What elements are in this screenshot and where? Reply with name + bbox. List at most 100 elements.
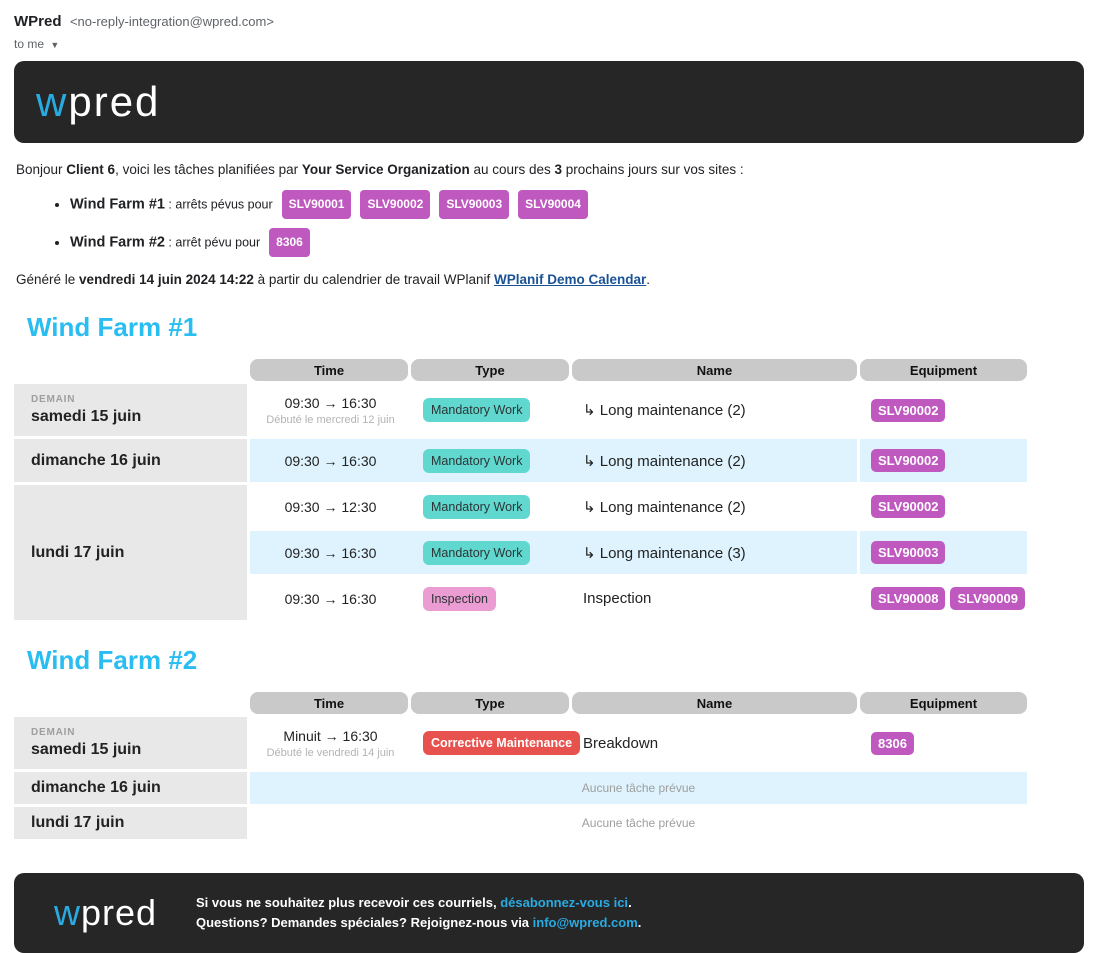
task-row: 09:30 → 16:30 Mandatory Work ↳ Long mainte… — [250, 439, 1027, 482]
equipment-cell: SLV90002 — [860, 384, 1027, 436]
intro-prefix: Bonjour — [16, 162, 67, 177]
type-cell: Mandatory Work — [411, 531, 572, 574]
equipment-badge: SLV90002 — [871, 398, 946, 422]
day-row: dimanche 16 juin 09:30 → 16:30 Mandatory W… — [14, 439, 1027, 482]
no-task-label: Aucune tâche prévue — [250, 772, 1027, 804]
site-summary-item: Wind Farm #1 : arrêts pévus pour SLV90001… — [70, 190, 1098, 219]
date-cell: DEMAIN samedi 15 juin — [14, 717, 247, 769]
site-label: : arrêt pévu pour — [164, 235, 261, 250]
date-cell: dimanche 16 juin — [14, 772, 247, 804]
recipient-row[interactable]: to me ▼ — [14, 37, 1082, 51]
equipment-badge: SLV90002 — [360, 190, 431, 219]
day-date: lundi 17 juin — [31, 814, 125, 831]
task-main-cells: 09:30 → 16:30 Mandatory Work ↳ Long mainte… — [250, 439, 857, 482]
col-header-equipment: Equipment — [860, 359, 1027, 381]
equipment-cell: SLV90008 SLV90009 — [860, 577, 1027, 620]
equipment-badge: SLV90001 — [281, 190, 352, 219]
equipment-badge: SLV90009 — [950, 587, 1025, 610]
task-main-cells: 09:30 → 16:30 Mandatory Work ↳ Long mainte… — [250, 531, 857, 574]
time-started-note: Débuté le mercredi 12 juin — [266, 413, 395, 426]
task-type-badge: Mandatory Work — [423, 398, 531, 422]
day-date: dimanche 16 juin — [31, 779, 161, 796]
equipment-badge: SLV90003 — [439, 190, 510, 219]
col-header-type: Type — [411, 359, 569, 381]
intro-suffix: prochains jours sur vos sites : — [562, 162, 744, 177]
footer-banner: wpred Si vous ne souhaitez plus recevoir… — [14, 873, 1084, 953]
day-row: lundi 17 juin Aucune tâche prévue — [14, 807, 1027, 839]
col-header-time: Time — [250, 692, 408, 714]
time-range: 09:30 → 16:30 — [284, 394, 377, 411]
generated-line: Généré le vendredi 14 juin 2024 14:22 à … — [16, 272, 1098, 287]
task-name: ↳ Long maintenance (2) — [583, 452, 746, 470]
site-title: Wind Farm #1 — [27, 312, 198, 342]
time-cell: 09:30 → 16:30 — [250, 577, 411, 620]
equipment-cell: SLV90002 — [860, 485, 1027, 528]
header-banner: wpred — [14, 61, 1084, 143]
mail-header: WPred <no-reply-integration@wpred.com> t… — [0, 0, 1098, 51]
task-list: 09:30 → 16:30 Mandatory Work ↳ Long mainte… — [250, 439, 1027, 482]
task-name: ↳ Long maintenance (2) — [583, 402, 746, 419]
logo-pred: pred — [68, 78, 161, 125]
type-cell: Mandatory Work — [411, 384, 572, 436]
contact-suffix: . — [637, 915, 642, 930]
col-header-name: Name — [572, 692, 857, 714]
logo-w: w — [36, 78, 69, 125]
site-name: Wind Farm #2 — [70, 234, 165, 251]
generated-datetime: vendredi 14 juin 2024 14:22 — [79, 272, 254, 287]
task-type-badge: Mandatory Work — [423, 540, 531, 565]
table-body: DEMAIN samedi 15 juin 09:30 → 16:30 Débuté … — [14, 384, 1027, 620]
site-section: Wind Farm #2 Time Type Name Equipment DEMAIN s… — [0, 645, 1098, 839]
task-type-badge: Inspection — [423, 586, 496, 611]
task-row: 09:30 → 16:30 Mandatory Work ↳ Long mainte… — [250, 531, 1027, 574]
equipment-badge: SLV90003 — [871, 541, 946, 564]
day-tag-demain: DEMAIN — [31, 394, 76, 405]
time-cell: 09:30 → 16:30 — [250, 439, 411, 482]
equipment-cell: SLV90002 — [860, 439, 1027, 482]
generated-suffix: . — [646, 272, 651, 287]
task-list: 09:30 → 16:30 Débuté le mercredi 12 juin M… — [250, 384, 1027, 436]
day-row: lundi 17 juin 09:30 → 12:30 Mandatory Work… — [14, 485, 1027, 620]
chevron-down-icon[interactable]: ▼ — [50, 40, 60, 50]
col-header-type: Type — [411, 692, 569, 714]
intro-text: Bonjour Client 6, voici les tâches plani… — [16, 162, 1098, 177]
date-cell: dimanche 16 juin — [14, 439, 247, 482]
task-row: 09:30 → 12:30 Mandatory Work ↳ Long mainte… — [250, 485, 1027, 528]
days-count: 3 — [554, 162, 563, 177]
time-range: Minuit → 16:30 — [283, 727, 378, 744]
task-name: Inspection — [583, 590, 652, 607]
day-row: DEMAIN samedi 15 juin Minuit → 16:30 Débuté… — [14, 717, 1027, 769]
task-main-cells: 09:30 → 12:30 Mandatory Work ↳ Long mainte… — [250, 485, 857, 528]
sender-line: WPred <no-reply-integration@wpred.com> — [14, 13, 1082, 30]
table-header-row: Time Type Name Equipment — [250, 359, 1027, 381]
schedule-table: Time Type Name Equipment DEMAIN samedi 15 jui… — [14, 692, 1027, 839]
client-name: Client 6 — [66, 162, 116, 177]
time-range: 09:30 → 12:30 — [284, 498, 377, 515]
contact-email-link[interactable]: info@wpred.com — [532, 915, 638, 930]
task-type-badge: Mandatory Work — [423, 448, 531, 473]
unsubscribe-link[interactable]: désabonnez-vous ici — [500, 895, 629, 910]
date-cell: lundi 17 juin — [14, 485, 247, 620]
task-type-badge: Corrective Maintenance — [423, 731, 581, 755]
task-name: ↳ Long maintenance (2) — [583, 498, 746, 516]
time-cell: 09:30 → 12:30 — [250, 485, 411, 528]
site-summary-item: Wind Farm #2 : arrêt pévu pour 8306 — [70, 228, 1098, 257]
site-section: Wind Farm #1 Time Type Name Equipment DEMAIN s… — [0, 312, 1098, 620]
recipient-label: to me — [14, 37, 45, 51]
type-cell: Mandatory Work — [411, 439, 572, 482]
day-date: dimanche 16 juin — [31, 451, 161, 469]
sender-address: <no-reply-integration@wpred.com> — [69, 14, 274, 29]
date-cell: DEMAIN samedi 15 juin — [14, 384, 247, 436]
time-cell: 09:30 → 16:30 — [250, 531, 411, 574]
task-row: 09:30 → 16:30 Débuté le mercredi 12 juin M… — [250, 384, 1027, 436]
task-type-badge: Mandatory Work — [423, 494, 531, 519]
task-list: 09:30 → 12:30 Mandatory Work ↳ Long mainte… — [250, 485, 1027, 620]
task-row: 09:30 → 16:30 Inspection Inspection SLV9000… — [250, 577, 1027, 620]
day-row: DEMAIN samedi 15 juin 09:30 → 16:30 Débuté … — [14, 384, 1027, 436]
task-name: Breakdown — [583, 734, 659, 752]
col-header-name: Name — [572, 359, 857, 381]
day-row: dimanche 16 juin Aucune tâche prévue — [14, 772, 1027, 804]
task-row-empty: Aucune tâche prévue — [250, 772, 1027, 804]
calendar-link[interactable]: WPlanif Demo Calendar — [494, 272, 647, 287]
intro-mid1: , voici les tâches planifiées par — [115, 162, 302, 177]
time-cell: Minuit → 16:30 Débuté le vendredi 14 juin — [250, 717, 411, 769]
